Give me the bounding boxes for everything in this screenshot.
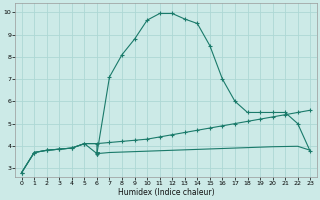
X-axis label: Humidex (Indice chaleur): Humidex (Indice chaleur) [118,188,214,197]
